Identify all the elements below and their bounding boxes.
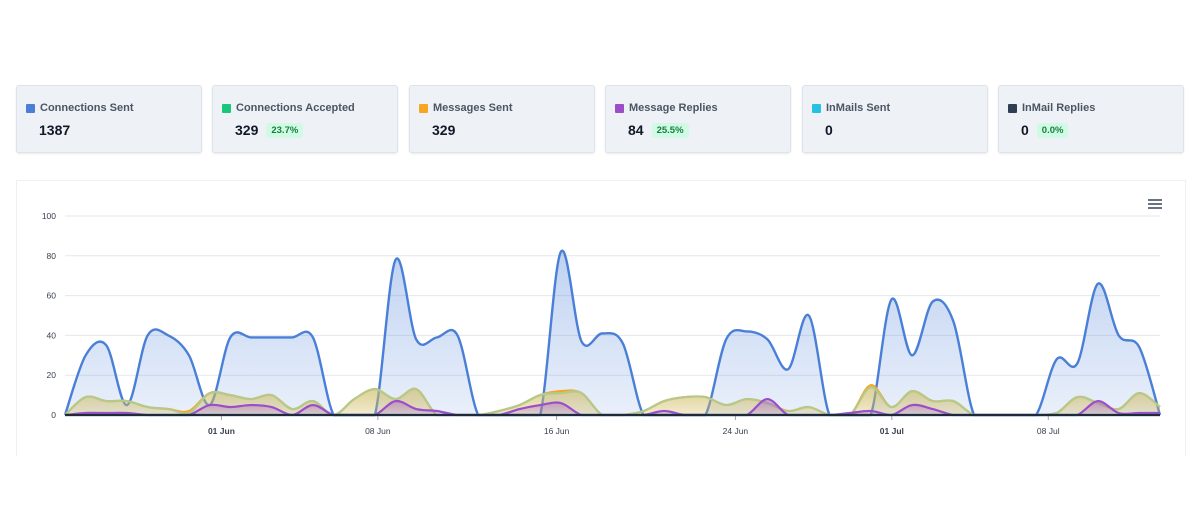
stat-value: 0: [825, 122, 833, 138]
stat-value: 0: [1021, 122, 1029, 138]
stat-label: Connections Accepted: [236, 102, 355, 114]
stat-card-inmail-replies[interactable]: InMail Replies 0 0.0%: [998, 85, 1184, 153]
stat-label: Messages Sent: [433, 102, 513, 114]
stat-label: Message Replies: [629, 102, 718, 114]
stat-card-connections-accepted[interactable]: Connections Accepted 329 23.7%: [212, 85, 398, 153]
swatch-icon: [812, 103, 821, 113]
x-tick-label: 16 Jun: [544, 426, 570, 436]
series-area-connections-sent: [65, 250, 1160, 415]
y-tick-label: 40: [47, 330, 57, 340]
stat-value: 329: [235, 122, 259, 138]
stat-cards: Connections Sent 1387 Connections Accept…: [16, 85, 1184, 153]
stat-card-message-replies[interactable]: Message Replies 84 25.5%: [605, 85, 791, 153]
series-area-connections-accepted: [65, 387, 1160, 415]
swatch-icon: [1008, 103, 1017, 113]
stat-value: 329: [432, 122, 456, 138]
stat-card-inmails-sent[interactable]: InMails Sent 0: [802, 85, 988, 153]
x-tick-label: 01 Jun: [208, 426, 235, 436]
stat-percent-badge: 23.7%: [266, 122, 304, 138]
stat-percent-badge: 25.5%: [651, 122, 689, 138]
stat-label: Connections Sent: [40, 102, 134, 114]
swatch-icon: [222, 103, 231, 113]
swatch-icon: [26, 103, 35, 113]
x-tick-label: 01 Jul: [880, 426, 904, 436]
x-tick-label: 08 Jun: [365, 426, 391, 436]
y-tick-label: 0: [51, 410, 56, 420]
chart-menu-icon[interactable]: [1148, 199, 1162, 209]
y-tick-label: 80: [47, 251, 57, 261]
stat-value: 1387: [39, 122, 71, 138]
x-tick-label: 08 Jul: [1037, 426, 1060, 436]
y-tick-label: 20: [47, 370, 57, 380]
stat-label: InMails Sent: [826, 102, 891, 114]
stat-card-messages-sent[interactable]: Messages Sent 329: [409, 85, 595, 153]
stat-card-connections-sent[interactable]: Connections Sent 1387: [16, 85, 202, 153]
swatch-icon: [419, 103, 428, 113]
stat-percent-badge: 0.0%: [1036, 122, 1069, 138]
x-tick-label: 24 Jun: [723, 426, 749, 436]
y-tick-label: 60: [47, 291, 57, 301]
stat-label: InMail Replies: [1022, 102, 1096, 114]
y-tick-label: 100: [42, 211, 56, 221]
stat-value: 84: [628, 122, 644, 138]
swatch-icon: [615, 103, 624, 113]
